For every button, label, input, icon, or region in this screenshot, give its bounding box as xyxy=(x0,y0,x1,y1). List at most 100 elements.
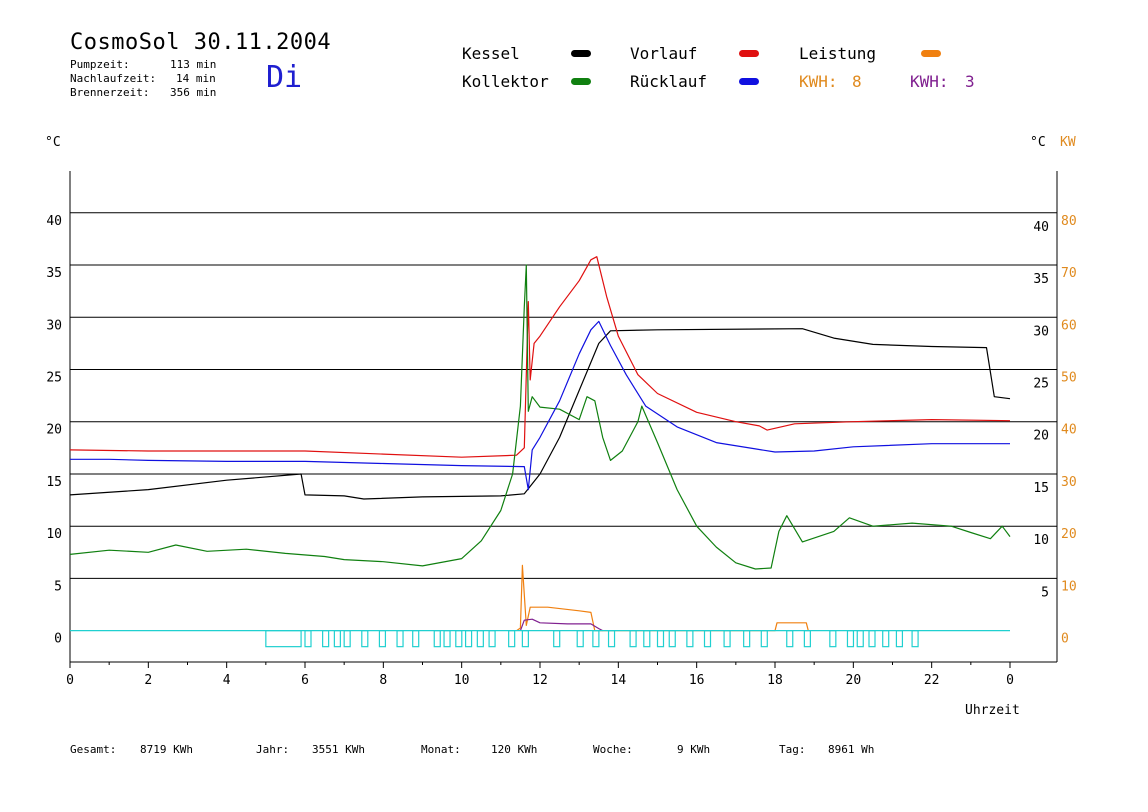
total-label: Tag: xyxy=(779,743,806,756)
kwh-label-solar: KWH: xyxy=(910,72,949,91)
pump-status-pulse xyxy=(829,630,837,648)
y-left-tick-label: 5 xyxy=(54,579,62,594)
y-right-unit-label: °C xyxy=(1030,135,1046,150)
kwh-value-leistung: 8 xyxy=(852,72,862,91)
x-tick-label: 0 xyxy=(66,673,74,688)
x-tick-label: 10 xyxy=(454,673,470,688)
y-left-tick-label: 35 xyxy=(46,266,62,281)
y-left-tick-label: 10 xyxy=(46,527,62,542)
x-tick-label: 18 xyxy=(767,673,783,688)
pump-status-pulse xyxy=(412,630,420,648)
y-right-tick-label: 35 xyxy=(1033,272,1049,287)
kwh-value-solar: 3 xyxy=(965,72,975,91)
pump-status-pulse xyxy=(668,630,676,648)
legend-entry-kessel: Kessel xyxy=(462,44,520,63)
x-tick-label: 22 xyxy=(924,673,940,688)
series-line-leistung xyxy=(516,564,809,632)
series-line-kessel xyxy=(69,328,1011,500)
pump-status-pulse xyxy=(521,630,529,648)
pump-status-pulse xyxy=(629,630,637,648)
x-tick-label: 20 xyxy=(846,673,862,688)
y-kw-tick-label: 10 xyxy=(1061,579,1077,594)
legend-entry-kollektor: Kollektor xyxy=(462,72,549,91)
total-value: 9 KWh xyxy=(677,743,711,756)
stat-label: Pumpzeit: xyxy=(70,58,130,71)
legend-entry-ruecklauf: Rücklauf xyxy=(630,72,708,91)
y-right-tick-label: 15 xyxy=(1033,481,1049,496)
total-label: Jahr: xyxy=(256,743,290,756)
y-right-tick-label: 10 xyxy=(1033,533,1049,548)
x-tick-label: 6 xyxy=(301,673,309,688)
y-left-tick-label: 20 xyxy=(46,423,62,438)
pump-status-pulse xyxy=(304,630,312,648)
y-kw-tick-label: 80 xyxy=(1061,214,1077,229)
pump-status-pulse xyxy=(895,630,904,648)
pump-status-pulse xyxy=(723,630,731,648)
y-kw-tick-label: 50 xyxy=(1061,370,1077,385)
pump-status-pulse xyxy=(553,630,561,648)
pump-status-pulse xyxy=(333,630,341,648)
y-right-tick-label: 40 xyxy=(1033,220,1049,235)
series-line-kollektor xyxy=(69,264,1011,570)
y-right-tick-label: 5 xyxy=(1041,585,1049,600)
y-left-tick-label: 25 xyxy=(46,370,62,385)
series-line-vorlauf xyxy=(69,256,1011,458)
pump-status-pulse xyxy=(656,630,665,648)
pump-status-pulse xyxy=(361,630,369,648)
legend-entry-leistung: Leistung xyxy=(799,44,877,63)
series-line-rcklauf xyxy=(70,320,1010,491)
stat-value: 14 min xyxy=(176,72,216,85)
y-kw-unit-label: KW xyxy=(1060,135,1076,150)
y-kw-tick-label: 30 xyxy=(1061,475,1077,490)
x-tick-label: 2 xyxy=(144,673,152,688)
pump-status-pulse xyxy=(443,630,451,648)
total-label: Woche: xyxy=(593,743,633,756)
legend-swatch-kessel xyxy=(571,50,591,57)
y-right-tick-label: 20 xyxy=(1033,429,1049,444)
x-tick-label: 14 xyxy=(611,673,627,688)
pump-status-pulse xyxy=(868,630,876,648)
y-left-tick-label: 30 xyxy=(46,318,62,333)
stat-label: Nachlaufzeit: xyxy=(70,72,157,85)
x-tick-label: 8 xyxy=(379,673,387,688)
y-left-tick-label: 15 xyxy=(46,475,62,490)
kwh-label-leistung: KWH: xyxy=(799,72,838,91)
pump-status-pulse xyxy=(343,630,351,648)
series-line-kwh xyxy=(519,618,603,632)
x-axis-label: Uhrzeit xyxy=(965,703,1020,718)
pump-status-pulse xyxy=(607,630,616,648)
legend-swatch-ruecklauf xyxy=(739,78,759,85)
y-left-tick-label: 0 xyxy=(54,632,62,647)
total-value: 8961 Wh xyxy=(828,743,875,756)
x-tick-label: 12 xyxy=(532,673,548,688)
legend-swatch-kollektor xyxy=(571,78,591,85)
pump-status-pulse xyxy=(464,630,473,648)
pump-status-pulse xyxy=(576,630,584,648)
pump-status-pulse xyxy=(786,630,794,648)
pump-status-pulse xyxy=(846,630,855,648)
pump-status-pulse xyxy=(396,630,404,648)
pump-status-pulse xyxy=(455,630,463,648)
y-left-tick-label: 40 xyxy=(46,214,62,229)
pump-status-pulse xyxy=(686,630,694,648)
weekday-label: Di xyxy=(266,60,303,95)
y-kw-tick-label: 70 xyxy=(1061,266,1077,281)
pump-status-pulse xyxy=(911,630,919,648)
stat-value: 356 min xyxy=(170,86,217,99)
legend-swatch-vorlauf xyxy=(739,50,759,57)
y-right-tick-label: 25 xyxy=(1033,376,1049,391)
x-tick-label: 16 xyxy=(689,673,705,688)
total-value: 8719 KWh xyxy=(140,743,193,756)
chart-title: CosmoSol 30.11.2004 xyxy=(70,30,332,55)
pump-status-pulse xyxy=(433,630,441,648)
legend-swatch-leistung xyxy=(921,50,941,57)
stat-label: Brennerzeit: xyxy=(70,86,150,99)
y-left-unit-label: °C xyxy=(45,135,61,150)
stat-value: 113 min xyxy=(170,58,217,71)
x-tick-label: 4 xyxy=(223,673,231,688)
pump-status-pulse xyxy=(378,630,387,648)
y-kw-tick-label: 20 xyxy=(1061,527,1077,542)
legend-entry-vorlauf: Vorlauf xyxy=(630,44,698,63)
total-label: Gesamt: xyxy=(70,743,117,756)
